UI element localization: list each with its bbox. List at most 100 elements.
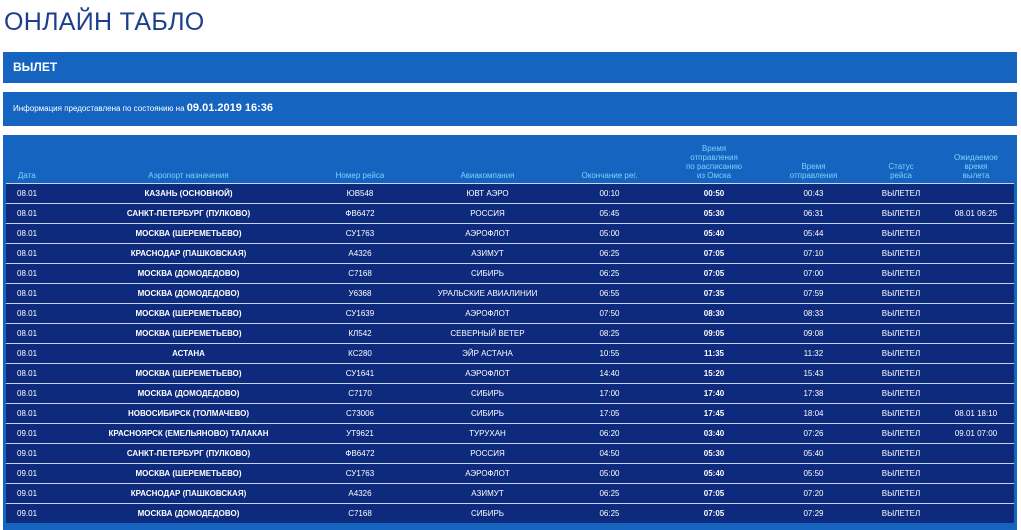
cell-airport: КАЗАНЬ (ОСНОВНОЙ) bbox=[78, 183, 299, 204]
cell-date: 08.01 bbox=[6, 183, 78, 204]
cell-date: 08.01 bbox=[6, 383, 78, 404]
cell-date: 08.01 bbox=[6, 323, 78, 344]
cell-airport: МОСКВА (ДОМОДЕДОВО) bbox=[78, 283, 299, 304]
cell-expected-time: 09.01 07:00 bbox=[938, 423, 1014, 444]
cell-departure-time: 11:32 bbox=[763, 343, 864, 364]
cell-date: 08.01 bbox=[6, 203, 78, 224]
table-row: 08.01 АСТАНА КС280 ЭЙР АСТАНА 10:55 11:35 11:3… bbox=[6, 343, 1014, 364]
section-label: ВЫЛЕТ bbox=[13, 60, 58, 74]
cell-airport: САНКТ-ПЕТЕРБУРГ (ПУЛКОВО) bbox=[78, 443, 299, 464]
cell-scheduled-time: 08:30 bbox=[665, 303, 763, 324]
cell-departure-time: 07:29 bbox=[763, 503, 864, 523]
table-row: 09.01 САНКТ-ПЕТЕРБУРГ (ПУЛКОВО) ФВ6472 РОСС… bbox=[6, 443, 1014, 464]
cell-airline: АЗИМУТ bbox=[421, 483, 554, 504]
cell-departure-time: 07:26 bbox=[763, 423, 864, 444]
cell-airport: АСТАНА bbox=[78, 343, 299, 364]
cell-expected-time bbox=[938, 483, 1014, 504]
cell-flight-number: ЮВ548 bbox=[299, 183, 421, 204]
cell-airline: АЭРОФЛОТ bbox=[421, 463, 554, 484]
cell-airline: ЭЙР АСТАНА bbox=[421, 343, 554, 364]
cell-departure-time: 00:43 bbox=[763, 183, 864, 204]
cell-checkin-end: 17:05 bbox=[554, 403, 665, 424]
cell-airline: УРАЛЬСКИЕ АВИАЛИНИИ bbox=[421, 283, 554, 304]
cell-scheduled-time: 17:45 bbox=[665, 403, 763, 424]
info-bar: Информация предоставлена по состоянию на… bbox=[3, 92, 1017, 126]
cell-departure-time: 09:08 bbox=[763, 323, 864, 344]
cell-airport: МОСКВА (ШЕРЕМЕТЬЕВО) bbox=[78, 363, 299, 384]
cell-airport: КРАСНОДАР (ПАШКОВСКАЯ) bbox=[78, 243, 299, 264]
col-header-expected-l2: время bbox=[964, 162, 988, 171]
col-header-expected-l1: Ожидаемое bbox=[953, 153, 998, 162]
cell-departure-time: 08:33 bbox=[763, 303, 864, 324]
cell-checkin-end: 05:00 bbox=[554, 463, 665, 484]
cell-airport: МОСКВА (ШЕРЕМЕТЬЕВО) bbox=[78, 223, 299, 244]
cell-checkin-end: 06:25 bbox=[554, 503, 665, 523]
cell-status: ВЫЛЕТЕЛ bbox=[864, 343, 938, 364]
cell-scheduled-time: 05:30 bbox=[665, 443, 763, 464]
cell-checkin-end: 06:25 bbox=[554, 243, 665, 264]
info-datetime: 09.01.2019 16:36 bbox=[186, 102, 274, 114]
cell-scheduled-time: 05:40 bbox=[665, 463, 763, 484]
cell-expected-time bbox=[938, 503, 1014, 523]
cell-checkin-end: 07:50 bbox=[554, 303, 665, 324]
cell-checkin-end: 05:00 bbox=[554, 223, 665, 244]
cell-airport: МОСКВА (ШЕРЕМЕТЬЕВО) bbox=[78, 463, 299, 484]
cell-status: ВЫЛЕТЕЛ bbox=[864, 283, 938, 304]
cell-status: ВЫЛЕТЕЛ bbox=[864, 303, 938, 324]
cell-airline: СЕВЕРНЫЙ ВЕТЕР bbox=[421, 323, 554, 344]
cell-departure-time: 05:44 bbox=[763, 223, 864, 244]
cell-status: ВЫЛЕТЕЛ bbox=[864, 423, 938, 444]
cell-date: 08.01 bbox=[6, 243, 78, 264]
col-header-scheduled-l2: отправления bbox=[690, 153, 738, 162]
cell-scheduled-time: 11:35 bbox=[665, 343, 763, 364]
cell-departure-time: 06:31 bbox=[763, 203, 864, 224]
table-row: 09.01 КРАСНОЯРСК (ЕМЕЛЬЯНОВО) ТАЛАКАН УТ96… bbox=[6, 423, 1014, 444]
cell-status: ВЫЛЕТЕЛ bbox=[864, 223, 938, 244]
cell-status: ВЫЛЕТЕЛ bbox=[864, 503, 938, 523]
cell-status: ВЫЛЕТЕЛ bbox=[864, 323, 938, 344]
cell-checkin-end: 06:20 bbox=[554, 423, 665, 444]
cell-checkin-end: 06:55 bbox=[554, 283, 665, 304]
cell-departure-time: 07:59 bbox=[763, 283, 864, 304]
cell-expected-time bbox=[938, 443, 1014, 464]
cell-scheduled-time: 07:05 bbox=[665, 263, 763, 284]
cell-scheduled-time: 07:05 bbox=[665, 483, 763, 504]
cell-checkin-end: 14:40 bbox=[554, 363, 665, 384]
table-row: 08.01 МОСКВА (ШЕРЕМЕТЬЕВО) СУ1763 АЭРОФЛОТ 0… bbox=[6, 223, 1014, 244]
cell-airline: СИБИРЬ bbox=[421, 403, 554, 424]
col-header-expected-l3: вылета bbox=[962, 171, 990, 180]
cell-airport: МОСКВА (ДОМОДЕДОВО) bbox=[78, 383, 299, 404]
cell-airport: КРАСНОЯРСК (ЕМЕЛЬЯНОВО) ТАЛАКАН bbox=[78, 423, 299, 444]
cell-expected-time bbox=[938, 383, 1014, 404]
table-row: 08.01 МОСКВА (ДОМОДЕДОВО) С7168 СИБИРЬ 06:25… bbox=[6, 263, 1014, 284]
col-header-status: Статус рейса bbox=[864, 135, 938, 184]
cell-expected-time: 08.01 06:25 bbox=[938, 203, 1014, 224]
cell-status: ВЫЛЕТЕЛ bbox=[864, 463, 938, 484]
cell-scheduled-time: 00:50 bbox=[665, 183, 763, 204]
info-text: Информация предоставлена по состоянию на bbox=[13, 104, 185, 113]
page-title: ОНЛАЙН ТАБЛО bbox=[4, 8, 205, 36]
cell-checkin-end: 08:25 bbox=[554, 323, 665, 344]
cell-expected-time bbox=[938, 463, 1014, 484]
cell-scheduled-time: 07:05 bbox=[665, 243, 763, 264]
cell-departure-time: 05:40 bbox=[763, 443, 864, 464]
section-tab-departures[interactable]: ВЫЛЕТ bbox=[3, 52, 1017, 83]
cell-status: ВЫЛЕТЕЛ bbox=[864, 403, 938, 424]
cell-date: 09.01 bbox=[6, 443, 78, 464]
col-header-airport: Аэропорт назначения bbox=[148, 171, 229, 180]
cell-date: 08.01 bbox=[6, 223, 78, 244]
cell-flight-number: С73006 bbox=[299, 403, 421, 424]
cell-scheduled-time: 09:05 bbox=[665, 323, 763, 344]
cell-airport: САНКТ-ПЕТЕРБУРГ (ПУЛКОВО) bbox=[78, 203, 299, 224]
cell-checkin-end: 10:55 bbox=[554, 343, 665, 364]
table-row: 09.01 МОСКВА (ШЕРЕМЕТЬЕВО) СУ1763 АЭРОФЛОТ 0… bbox=[6, 463, 1014, 484]
cell-flight-number: А4326 bbox=[299, 243, 421, 264]
cell-airport: МОСКВА (ДОМОДЕДОВО) bbox=[78, 503, 299, 523]
col-header-departure: Время отправления bbox=[763, 135, 864, 184]
table-row: 08.01 МОСКВА (ШЕРЕМЕТЬЕВО) СУ1639 АЭРОФЛОТ 0… bbox=[6, 303, 1014, 324]
cell-date: 08.01 bbox=[6, 363, 78, 384]
cell-flight-number: У6368 bbox=[299, 283, 421, 304]
table-row: 08.01 НОВОСИБИРСК (ТОЛМАЧЕВО) С73006 СИБИРЬ… bbox=[6, 403, 1014, 424]
cell-date: 09.01 bbox=[6, 423, 78, 444]
flights-table-body: 08.01 КАЗАНЬ (ОСНОВНОЙ) ЮВ548 ЮВТ АЭРО 00:10… bbox=[6, 183, 1014, 523]
